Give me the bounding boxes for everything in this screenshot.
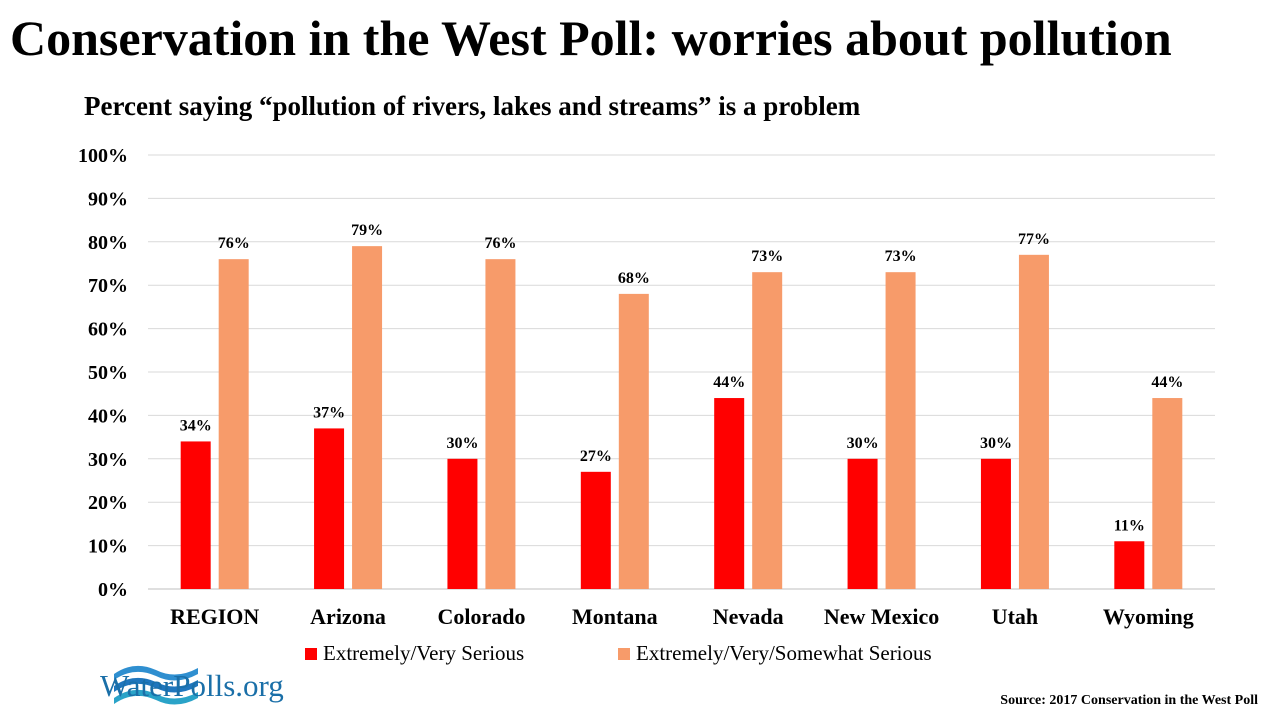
y-tick-label: 50% — [88, 362, 128, 384]
bar — [485, 259, 516, 589]
bar — [352, 246, 383, 589]
bar — [980, 458, 1011, 589]
data-label: 44% — [1151, 374, 1183, 391]
x-tick-label: Montana — [572, 604, 658, 629]
y-tick-label: 0% — [98, 579, 128, 601]
data-label: 37% — [313, 404, 345, 421]
y-tick-label: 100% — [78, 145, 128, 167]
y-tick-label: 90% — [88, 188, 128, 210]
bar — [885, 272, 916, 589]
x-tick-label: Nevada — [713, 604, 784, 629]
x-tick-label: Utah — [992, 604, 1038, 629]
data-label: 34% — [180, 417, 212, 434]
bar — [1114, 541, 1145, 589]
data-label: 11% — [1114, 517, 1145, 534]
y-tick-label: 30% — [88, 449, 128, 471]
data-label: 30% — [446, 435, 478, 452]
x-tick-label: New Mexico — [824, 604, 939, 629]
data-label: 44% — [713, 374, 745, 391]
x-tick-label: REGION — [170, 604, 259, 629]
legend-swatch — [618, 648, 630, 660]
data-label: 76% — [218, 235, 250, 252]
bar — [714, 398, 745, 589]
bar — [314, 428, 345, 589]
x-tick-label: Colorado — [437, 604, 525, 629]
data-label: 76% — [484, 235, 516, 252]
data-label: 73% — [751, 248, 783, 265]
bar — [752, 272, 783, 589]
data-label: 30% — [847, 435, 879, 452]
data-label: 77% — [1018, 231, 1050, 248]
x-tick-label: Arizona — [310, 604, 386, 629]
waterpolls-wave-icon — [114, 665, 198, 705]
data-label: 73% — [885, 248, 917, 265]
bar — [1152, 398, 1183, 589]
logo-text[interactable]: WaterPolls.org — [100, 668, 284, 703]
data-label: 30% — [980, 435, 1012, 452]
bar — [618, 293, 649, 589]
chart-subtitle: Percent saying “pollution of rivers, lak… — [84, 91, 861, 121]
legend-label: Extremely/Very Serious — [323, 641, 524, 665]
bar — [847, 458, 878, 589]
y-tick-label: 10% — [88, 536, 128, 558]
legend-label: Extremely/Very/Somewhat Serious — [636, 641, 932, 665]
x-tick-label: Wyoming — [1103, 604, 1194, 629]
bar — [218, 259, 249, 589]
data-label: 68% — [618, 270, 650, 287]
y-tick-label: 40% — [88, 405, 128, 427]
source-note: Source: 2017 Conservation in the West Po… — [1000, 693, 1258, 708]
bar — [1018, 254, 1049, 589]
y-tick-label: 20% — [88, 492, 128, 514]
data-label: 79% — [351, 222, 383, 239]
y-tick-label: 70% — [88, 275, 128, 297]
y-tick-label: 60% — [88, 319, 128, 341]
bar — [447, 458, 478, 589]
legend-swatch — [305, 648, 317, 660]
bar — [580, 471, 611, 589]
bar — [180, 441, 211, 589]
chart-title: Conservation in the West Poll: worries a… — [10, 10, 1172, 66]
y-tick-label: 80% — [88, 232, 128, 254]
data-label: 27% — [580, 448, 612, 465]
